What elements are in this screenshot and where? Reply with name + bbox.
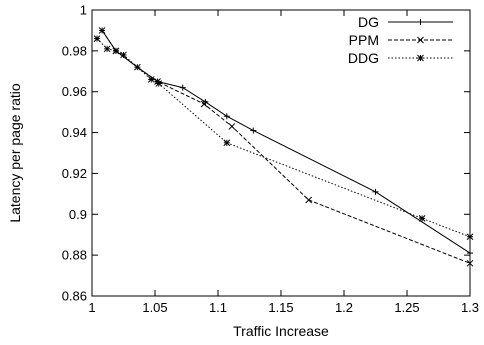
x-tick-label: 1.05: [142, 300, 167, 315]
data-point-ppm: [228, 123, 236, 130]
legend-label-dg: DG: [358, 14, 379, 30]
data-point-ddg: [112, 47, 120, 55]
data-point-dg: [223, 113, 230, 120]
x-tick-label: 1.15: [268, 300, 293, 315]
legend-label-ppm: PPM: [349, 32, 379, 48]
data-point-ddg: [147, 76, 155, 83]
y-tick-label: 0.94: [62, 125, 87, 140]
series-layer: [93, 27, 474, 267]
data-point-ddg: [418, 215, 426, 222]
legend-marker-dg: [417, 19, 424, 25]
x-tick-label: 1: [88, 300, 95, 315]
axis-ticks: 1 1.05 1.1 1.15 1.2 1.25 1.3 0.86 0.88 0.9 0.92 0.9…: [62, 3, 479, 316]
series-dg: [99, 27, 473, 257]
legend-marker-ppm: [417, 36, 424, 44]
y-tick-label: 0.88: [62, 248, 87, 263]
data-point-ddg: [155, 80, 163, 87]
plot-frame: [91, 9, 471, 297]
y-tick-label: 0.96: [62, 84, 87, 99]
legend-item-ppm: PPM: [349, 32, 453, 48]
data-point-ddg: [103, 45, 111, 53]
data-point-ppm: [466, 259, 474, 267]
legend-label-ddg: DDG: [348, 50, 379, 66]
data-point-ppm: [200, 100, 208, 108]
legend-item-ddg: DDG: [348, 50, 453, 66]
legend: DG PPM DDG: [348, 14, 453, 66]
series-line-dg: [101, 30, 471, 254]
x-tick-label: 1.25: [394, 300, 419, 315]
series-ddg: [93, 35, 474, 241]
data-point-dg: [372, 188, 379, 195]
data-point-ppm: [98, 27, 106, 34]
data-point-ddg: [93, 35, 101, 42]
data-point-ddg: [120, 51, 127, 59]
data-point-dg: [202, 98, 209, 105]
y-tick-label: 0.92: [62, 166, 87, 181]
x-tick-label: 1.3: [461, 300, 479, 315]
legend-item-dg: DG: [358, 14, 453, 30]
series-ppm: [98, 27, 474, 267]
data-point-ddg: [466, 233, 474, 241]
y-tick-label: 1: [80, 3, 87, 18]
data-point-ppm: [305, 196, 313, 204]
x-tick-label: 1.1: [209, 300, 227, 315]
data-point-dg: [179, 84, 186, 91]
x-tick-label: 1.2: [335, 300, 353, 315]
series-line-ddg: [96, 38, 471, 238]
y-tick-label: 0.9: [69, 207, 87, 222]
y-tick-label: 0.98: [62, 43, 87, 58]
y-axis-title: Latency per page ratio: [7, 83, 23, 223]
data-point-dg: [467, 250, 473, 257]
data-point-dg: [250, 127, 257, 134]
series-line-ppm: [101, 30, 471, 264]
legend-marker-ddg: [417, 54, 424, 62]
y-tick-label: 0.86: [62, 289, 87, 304]
x-axis-title: Traffic Increase: [233, 323, 329, 339]
data-point-ddg: [223, 139, 231, 147]
